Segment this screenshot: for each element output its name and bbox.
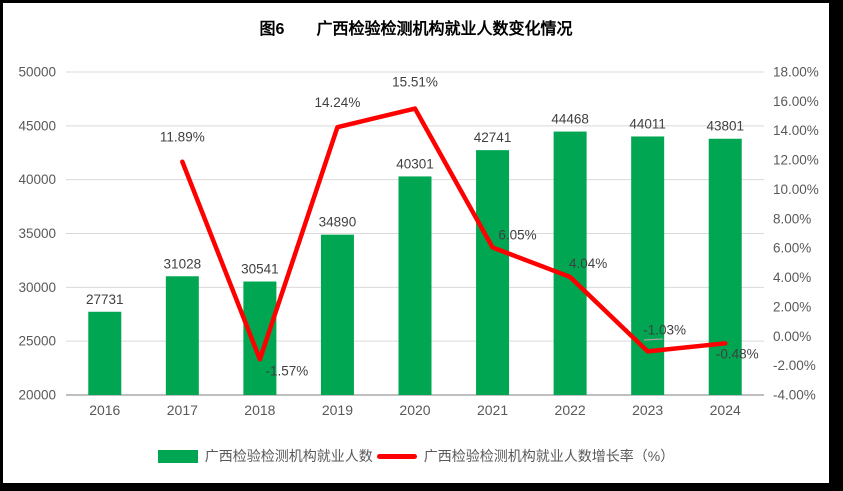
right-axis-tick-label: 16.00% [773,94,819,109]
left-axis-tick-label: 20000 [18,388,56,403]
bar-2018 [243,281,277,395]
right-axis-tick-label: 10.00% [773,182,819,197]
point-label-2017: 11.89% [160,130,205,145]
growth-rate-line [180,106,728,362]
label-leader-line [643,338,664,341]
legend-label-employment: 广西检验检测机构就业人数 [204,448,373,464]
bar-2020 [398,176,432,395]
point-label-2019: 14.24% [315,95,361,110]
left-axis-tick-label: 40000 [18,172,56,187]
chart-title: 图6 广西检验检测机构就业人数变化情况 [259,21,573,38]
bar-2022 [553,131,587,395]
left-axis-tick-label: 25000 [18,334,56,349]
right-axis-tick-label: 18.00% [773,65,819,80]
bar-label-2016: 27731 [86,292,124,307]
left-axis-tick-label: 30000 [18,280,56,295]
x-axis-label-2018: 2018 [244,402,275,418]
bar-2021 [476,150,510,395]
point-label-2024: -0.48% [716,346,759,361]
x-axis-label-2016: 2016 [89,402,120,418]
x-axis-label-2019: 2019 [322,402,353,418]
bar-2023 [631,136,665,395]
left-axis-tick-label: 45000 [18,118,56,133]
right-axis-tick-label: 4.00% [773,270,811,285]
point-label-2022: 4.04% [569,256,607,271]
bar-2024 [708,138,742,396]
right-axis-tick-label: -4.00% [773,388,816,403]
right-axis-tick-label: 0.00% [773,329,811,344]
bar-2017 [165,276,199,395]
x-axis-label-2020: 2020 [399,402,430,418]
x-axis-label-2023: 2023 [632,402,663,418]
x-axis-label-2024: 2024 [710,402,741,418]
bar-label-2023: 44011 [629,116,666,131]
right-axis-tick-label: 14.00% [773,123,819,138]
bar-2019 [320,234,354,395]
right-axis-tick-label: -2.00% [773,358,816,373]
bar-label-2018: 30541 [241,262,279,277]
right-axis-tick-label: 6.00% [773,241,811,256]
legend-bar-swatch [157,449,198,463]
legend-label-growth-rate: 广西检验检测机构就业人数增长率（%） [423,448,675,464]
bar-label-2020: 40301 [396,156,434,171]
point-label-2018: -1.57% [265,363,308,378]
combo-chart-plot-area: 50000 45000 40000 35000 30000 25000 20000 18.00… [18,65,819,419]
right-axis-tick-label: 2.00% [773,299,811,314]
bar-label-2017: 31028 [164,256,202,271]
x-axis-label-2017: 2017 [167,402,198,418]
left-axis-tick-label: 50000 [18,65,56,80]
bar-label-2024: 43801 [706,119,744,134]
point-label-2020: 15.51% [392,75,438,90]
legend-item-growth-rate: 广西检验检测机构就业人数增长率（%） [373,446,674,466]
bar-label-2021: 42741 [474,130,512,145]
legend-item-employment: 广西检验检测机构就业人数 [157,446,373,466]
point-label-2023: -1.03% [643,322,686,337]
chart-legend: 广西检验检测机构就业人数 广西检验检测机构就业人数增长率（%） [3,446,829,466]
right-axis-tick-label: 12.00% [773,153,819,168]
x-axis-label-2022: 2022 [555,402,586,418]
left-axis-tick-label: 35000 [18,226,56,241]
point-label-2021: 6.05% [498,227,536,242]
bar-label-2019: 34890 [319,215,357,230]
right-axis-tick-label: 8.00% [773,211,811,226]
legend-line-swatch [376,453,417,459]
bar-label-2022: 44468 [551,112,589,127]
x-axis-label-2021: 2021 [477,402,508,418]
bar-2016 [88,311,122,395]
